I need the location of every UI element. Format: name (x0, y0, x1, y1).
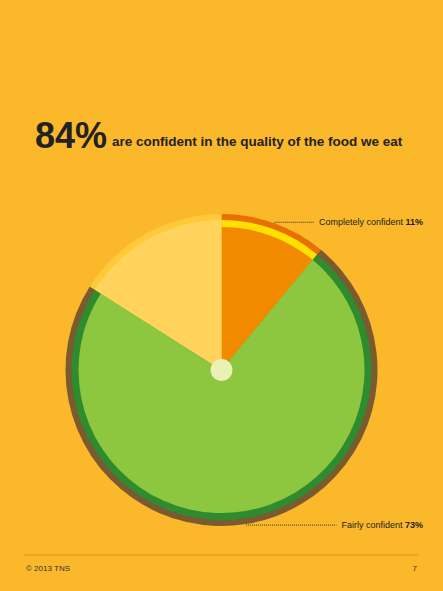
svg-text:Completely confident: Completely confident (319, 217, 404, 227)
svg-text:© 2013 TNS: © 2013 TNS (26, 564, 70, 573)
svg-text:Fairly confident: Fairly confident (341, 520, 403, 530)
svg-text:11%: 11% (405, 217, 423, 227)
svg-text:84%: 84% (35, 115, 107, 156)
svg-text:are confident in the quality o: are confident in the quality of the food… (112, 134, 403, 149)
svg-text:7: 7 (413, 564, 418, 573)
svg-text:73%: 73% (405, 520, 423, 530)
